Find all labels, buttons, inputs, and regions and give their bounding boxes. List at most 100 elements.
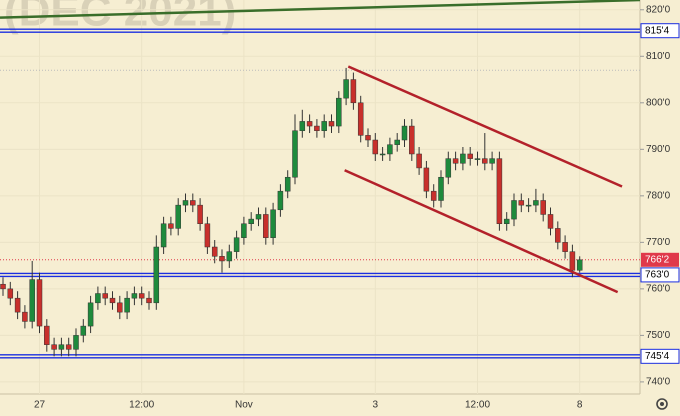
last-price-label: 766'2	[645, 254, 670, 265]
candle-body	[357, 102, 364, 136]
candle-body	[314, 125, 320, 131]
level-tag	[640, 348, 680, 364]
plot-background	[0, 0, 640, 394]
candle-body	[518, 200, 525, 206]
candle-body	[36, 279, 43, 327]
x-tick-label: 27	[34, 400, 46, 411]
candle-body	[387, 144, 393, 155]
candle-body	[131, 293, 138, 299]
candle-body	[138, 293, 145, 299]
candle-body	[511, 200, 517, 220]
candle-body	[401, 125, 408, 141]
x-tick-label: 8	[577, 400, 583, 411]
candle-body	[263, 214, 269, 238]
level-label: 745'4	[645, 351, 670, 362]
level-label: 763'0	[645, 270, 670, 281]
candle-body	[569, 251, 576, 271]
candle-body	[474, 158, 481, 160]
plot-area	[0, 0, 640, 394]
candle-body	[555, 228, 561, 243]
candle-body	[365, 135, 371, 141]
candle-body	[0, 283, 6, 290]
candle-body	[197, 204, 203, 224]
candle-body	[540, 200, 546, 215]
candle-body	[445, 158, 452, 178]
y-tick-label: 750'0	[646, 330, 671, 341]
candle-body	[14, 297, 21, 313]
candle-body	[460, 153, 466, 164]
candle-body	[379, 153, 386, 156]
trendline	[347, 65, 623, 188]
candle-body	[533, 200, 539, 206]
candle-body	[219, 256, 225, 262]
candle-body	[321, 121, 327, 131]
candle-body	[576, 259, 583, 271]
y-tick-label: 780'0	[646, 190, 671, 201]
candle-body	[423, 167, 430, 192]
trendline	[344, 169, 619, 294]
candle-body	[58, 344, 65, 350]
candle-body	[204, 223, 211, 248]
x-tick-label: 3	[373, 400, 379, 411]
candle-body	[117, 302, 123, 313]
candle-body	[29, 279, 35, 322]
y-tick-label: 790'0	[646, 144, 671, 155]
y-tick-label: 760'0	[646, 284, 671, 295]
candle-body	[65, 344, 72, 350]
candle-body	[416, 153, 422, 169]
candle-body	[394, 139, 400, 145]
level-label: 815'4	[645, 25, 670, 36]
candle-body	[248, 218, 254, 224]
candle-body	[496, 158, 503, 224]
candle-body	[277, 190, 284, 211]
candle-body	[146, 297, 152, 304]
candle-body	[168, 223, 174, 229]
candle-body	[211, 246, 218, 257]
candle-body	[160, 223, 167, 248]
gear-center	[660, 402, 664, 406]
candle-body	[87, 302, 94, 327]
candle-body	[7, 288, 14, 299]
candle-body	[292, 130, 298, 178]
candle-body	[22, 311, 28, 322]
candle-body	[482, 158, 488, 164]
candle-body	[124, 297, 130, 313]
candle-body	[270, 209, 276, 238]
candle-body	[306, 121, 313, 127]
candle-body	[328, 121, 335, 127]
candle-body	[299, 121, 306, 131]
gear	[656, 398, 668, 410]
y-tick-label: 740'0	[646, 377, 671, 388]
candle-body	[336, 97, 342, 127]
candle-body	[372, 139, 379, 155]
x-tick-label: Nov	[235, 400, 253, 411]
x-tick-label: 12:00	[129, 400, 154, 411]
candle-body	[44, 325, 50, 345]
candle-body	[51, 344, 57, 350]
candle-body	[102, 293, 108, 299]
candle-body	[562, 242, 568, 252]
candle-body	[80, 325, 87, 336]
candle-body	[489, 158, 495, 164]
candle-body	[409, 125, 415, 155]
candle-body	[430, 190, 437, 201]
time-axis-background	[0, 394, 640, 416]
candle-body	[547, 214, 554, 229]
candle-body	[190, 200, 196, 206]
candle-body	[226, 251, 233, 262]
settings-icon[interactable]	[656, 398, 668, 410]
trendline	[0, 0, 640, 19]
last-price-tag	[641, 252, 679, 267]
candle-body	[95, 293, 101, 304]
candle-body	[467, 153, 473, 159]
y-tick-label: 820'0	[646, 4, 671, 15]
level-tag	[640, 23, 680, 39]
candle-body	[241, 223, 247, 238]
candle-body	[438, 176, 444, 201]
candle-body	[350, 79, 357, 104]
y-tick-label: 770'0	[646, 237, 671, 248]
candle-body	[525, 204, 532, 207]
candle-body	[233, 237, 240, 252]
